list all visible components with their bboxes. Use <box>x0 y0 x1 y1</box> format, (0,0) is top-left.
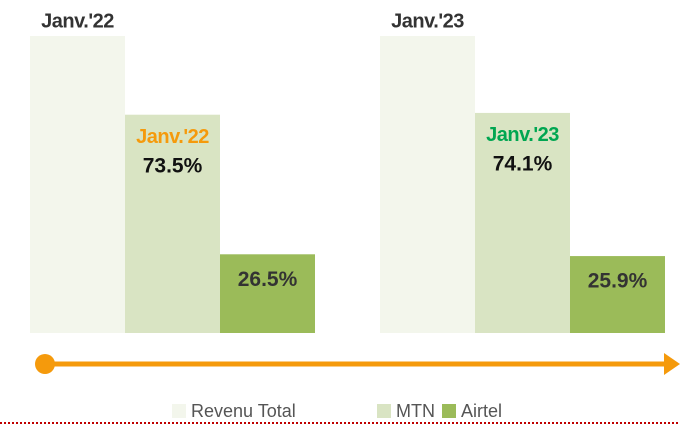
arrow-head <box>664 353 680 375</box>
legend-label: Revenu Total <box>191 401 296 421</box>
legend-label: Airtel <box>461 401 502 421</box>
bar <box>380 36 475 333</box>
value-label: 73.5% <box>143 154 203 177</box>
value-label: 25.9% <box>588 270 648 293</box>
category-label: Janv.'23 <box>486 124 559 146</box>
bar <box>475 112 570 333</box>
value-label: 74.1% <box>493 152 553 175</box>
bar <box>125 114 220 333</box>
category-label: Janv.'22 <box>136 126 209 148</box>
bar <box>30 36 125 333</box>
value-label: 26.5% <box>238 268 298 291</box>
category-label: Janv.'22 <box>41 10 114 32</box>
legend-label: MTN <box>396 401 435 421</box>
legend-swatch <box>377 404 391 418</box>
category-label: Janv.'23 <box>391 10 464 32</box>
legend-swatch <box>442 404 456 418</box>
bar <box>570 256 665 333</box>
legend-swatch <box>172 404 186 418</box>
timeline-start <box>35 354 55 374</box>
bar <box>220 254 315 333</box>
